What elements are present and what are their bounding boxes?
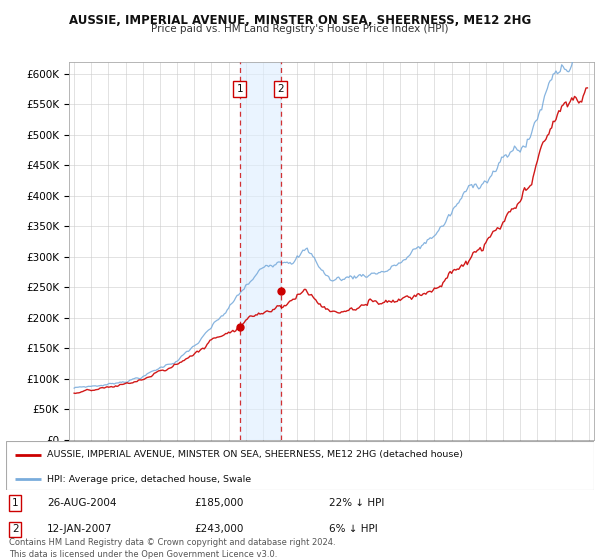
Text: 26-AUG-2004: 26-AUG-2004	[47, 498, 116, 508]
Text: 2: 2	[12, 525, 19, 534]
Text: AUSSIE, IMPERIAL AVENUE, MINSTER ON SEA, SHEERNESS, ME12 2HG (detached house): AUSSIE, IMPERIAL AVENUE, MINSTER ON SEA,…	[47, 450, 463, 459]
Text: £243,000: £243,000	[194, 525, 244, 534]
Text: 6% ↓ HPI: 6% ↓ HPI	[329, 525, 378, 534]
Text: 1: 1	[236, 84, 243, 94]
Text: HPI: Average price, detached house, Swale: HPI: Average price, detached house, Swal…	[47, 475, 251, 484]
Text: 1: 1	[12, 498, 19, 508]
FancyBboxPatch shape	[6, 441, 594, 490]
Text: £185,000: £185,000	[194, 498, 244, 508]
Text: AUSSIE, IMPERIAL AVENUE, MINSTER ON SEA, SHEERNESS, ME12 2HG: AUSSIE, IMPERIAL AVENUE, MINSTER ON SEA,…	[69, 14, 531, 27]
Bar	[239, 62, 281, 440]
Text: 2: 2	[277, 84, 284, 94]
Text: 22% ↓ HPI: 22% ↓ HPI	[329, 498, 385, 508]
Text: Price paid vs. HM Land Registry's House Price Index (HPI): Price paid vs. HM Land Registry's House …	[151, 24, 449, 34]
Text: 12-JAN-2007: 12-JAN-2007	[47, 525, 113, 534]
Text: Contains HM Land Registry data © Crown copyright and database right 2024.
This d: Contains HM Land Registry data © Crown c…	[9, 538, 335, 559]
